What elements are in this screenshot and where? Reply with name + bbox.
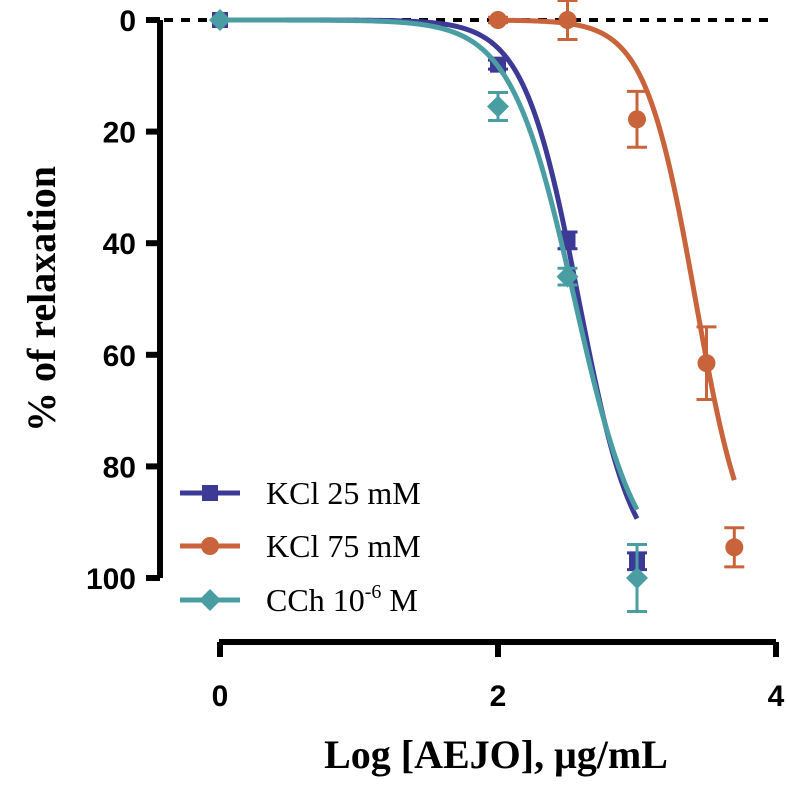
legend-item: KCl 75 mM xyxy=(180,528,421,564)
y-tick-label: 0 xyxy=(119,5,136,38)
data-point xyxy=(697,354,716,373)
legend-item: KCl 25 mM xyxy=(180,475,421,511)
x-tick-label: 4 xyxy=(768,680,785,713)
legend-marker xyxy=(199,589,221,611)
x-tick-label: 0 xyxy=(212,680,229,713)
x-axis-ticks: 0 2 4 xyxy=(212,642,785,713)
legend-item: CCh 10-6 M xyxy=(180,581,418,618)
data-point xyxy=(628,110,646,129)
data-point xyxy=(489,11,507,29)
fit-curve xyxy=(497,17,737,481)
y-axis-ticks: 0 20 40 60 80 100 xyxy=(86,5,160,596)
y-tick-label: 60 xyxy=(103,340,136,373)
series-layer xyxy=(209,0,745,613)
data-point xyxy=(626,567,648,589)
series-diamond xyxy=(209,9,648,613)
y-tick-label: 20 xyxy=(103,117,136,150)
series-circle xyxy=(488,0,745,569)
data-point xyxy=(558,11,577,29)
data-point xyxy=(725,538,744,557)
y-axis-title: % of relaxation xyxy=(19,166,64,432)
data-point xyxy=(487,95,509,118)
data-point xyxy=(209,9,231,31)
x-axis-title: Log [AEJO], μg/mL xyxy=(324,732,668,777)
data-point xyxy=(556,265,579,288)
y-tick-label: 100 xyxy=(86,563,136,596)
legend-label: CCh 10-6 M xyxy=(266,581,418,618)
legend-marker xyxy=(202,485,218,501)
y-tick-label: 80 xyxy=(103,451,136,484)
legend: KCl 25 mM KCl 75 mM CCh 10-6 M xyxy=(180,475,421,618)
fit-curve xyxy=(220,17,640,511)
y-tick-label: 40 xyxy=(103,228,136,261)
legend-label: KCl 75 mM xyxy=(266,528,421,564)
legend-marker xyxy=(201,537,219,555)
legend-label: KCl 25 mM xyxy=(266,475,421,511)
x-tick-label: 2 xyxy=(490,680,507,713)
